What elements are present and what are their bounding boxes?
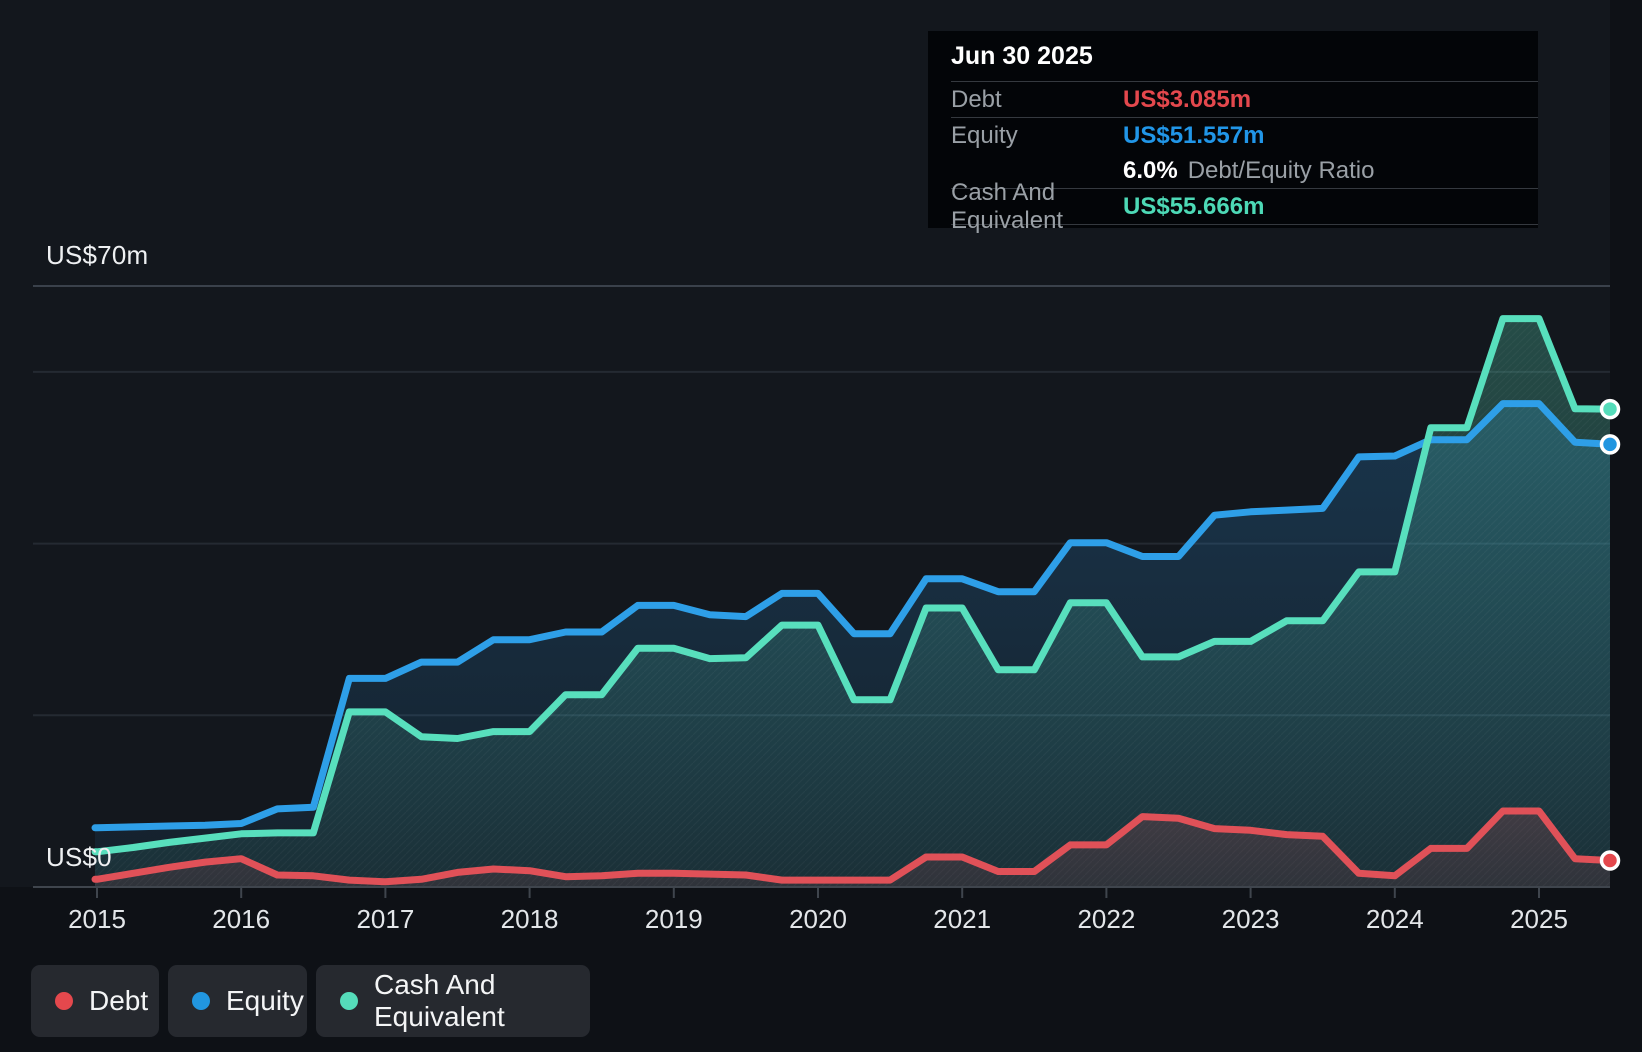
x-axis-label-2022: 2022 [1077,904,1135,934]
legend-item-cash[interactable]: Cash And Equivalent [316,965,590,1037]
legend-cash-label: Cash And Equivalent [374,969,505,1032]
tooltip-debt-label: Debt [951,85,1002,113]
tooltip-ratio-row: 6.0% Debt/Equity Ratio [951,153,1538,188]
debt-end-marker[interactable] [1599,850,1621,871]
chart-tooltip: Jun 30 2025 Debt US$3.085m Equity US$51.… [928,31,1538,234]
cash-line [91,315,1614,856]
y-axis-max-label: US$70m [46,240,149,270]
x-axis-label-2024: 2024 [1366,904,1424,934]
cash-end-marker[interactable] [1599,398,1621,420]
debt-line [91,807,1614,886]
x-axis-label-2023: 2023 [1222,904,1280,934]
tooltip-debt-row: Debt US$3.085m [951,81,1538,117]
legend-equity-label: Equity [226,985,304,1016]
x-axis-label-2019: 2019 [645,904,703,934]
tooltip-ratio-label: Debt/Equity Ratio [1187,156,1375,184]
x-axis-label-2015: 2015 [68,904,126,934]
debt-dot-icon [55,992,73,1010]
x-axis-label-2020: 2020 [789,904,847,934]
equity-line [91,400,1614,832]
x-axis-label-2021: 2021 [933,904,991,934]
equity-end-marker[interactable] [1599,434,1621,455]
legend-debt-label: Debt [89,985,149,1016]
tooltip-cash-row: Cash And Equivalent US$55.666m [951,179,1538,234]
cash-area-texture [95,318,1610,888]
x-axis-label-2018: 2018 [501,904,559,934]
legend-item-debt[interactable]: Debt [31,965,159,1037]
x-axis-label-2017: 2017 [356,904,414,934]
tooltip-equity-label: Equity [951,121,1018,149]
tooltip-date: Jun 30 2025 [951,41,1093,70]
tooltip-cash-label: Cash And Equivalent [951,178,1064,234]
equity-dot-icon [192,992,210,1010]
x-axis-label-2025: 2025 [1510,904,1568,934]
tooltip-equity-value: US$51.557m [1123,121,1265,149]
legend-item-equity[interactable]: Equity [168,965,307,1037]
x-axis-label-2016: 2016 [212,904,270,934]
tooltip-ratio-value: 6.0% [1123,156,1178,184]
y-axis-zero-label: US$0 [46,842,112,872]
tooltip-debt-value: US$3.085m [1123,85,1252,113]
tooltip-equity-row: Equity US$51.557m [951,117,1538,153]
cash-dot-icon [340,992,358,1010]
tooltip-cash-value: US$55.666m [1123,192,1265,220]
